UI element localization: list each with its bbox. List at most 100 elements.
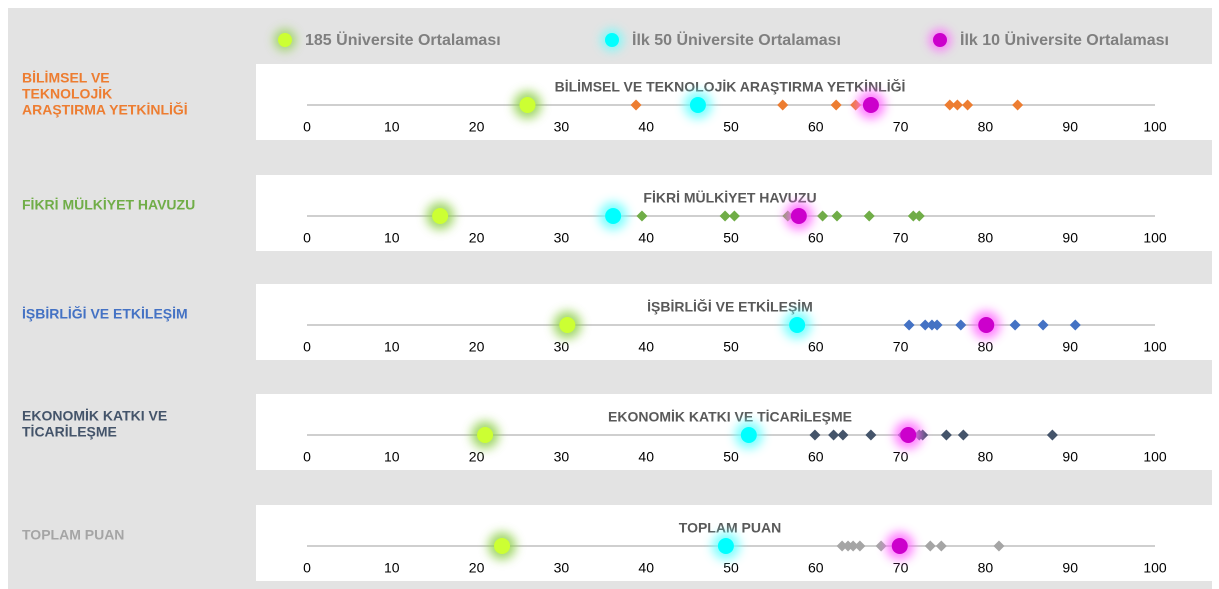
- x-tick-label: 10: [384, 560, 400, 576]
- diamond-marker: [951, 99, 963, 111]
- diamond-marker: [944, 99, 956, 111]
- x-tick-label: 70: [893, 560, 909, 576]
- x-tick-label: 50: [723, 339, 739, 355]
- x-tick-label: 80: [978, 230, 994, 246]
- x-tick-label: 0: [303, 560, 311, 576]
- diamond-marker: [919, 319, 931, 331]
- diamond-marker: [913, 210, 925, 222]
- average-marker: [477, 427, 494, 443]
- row-label: TİCARİLEŞME: [22, 424, 117, 440]
- legend-marker: [933, 33, 947, 47]
- x-tick-label: 90: [1062, 560, 1078, 576]
- panel-title: EKONOMİK KATKI VE TİCARİLEŞME: [608, 409, 852, 425]
- x-tick-label: 90: [1062, 230, 1078, 246]
- x-tick-label: 60: [808, 230, 824, 246]
- x-tick-label: 80: [978, 119, 994, 135]
- average-marker: [605, 208, 622, 224]
- x-tick-label: 70: [893, 119, 909, 135]
- diamond-marker: [809, 429, 821, 441]
- x-tick-label: 40: [638, 339, 654, 355]
- average-marker: [559, 317, 576, 333]
- diamond-marker: [837, 429, 849, 441]
- legend-label: 185 Üniversite Ortalaması: [305, 30, 501, 49]
- row-label: EKONOMİK KATKI VE: [22, 408, 167, 424]
- legend-marker: [605, 33, 619, 47]
- x-tick-label: 70: [893, 230, 909, 246]
- row-label: ARAŞTIRMA YETKİNLİĞİ: [22, 101, 188, 118]
- diamond-marker: [777, 99, 789, 111]
- diamond-marker: [1012, 99, 1024, 111]
- x-tick-label: 10: [384, 230, 400, 246]
- row-label: FİKRİ MÜLKİYET HAVUZU: [22, 197, 195, 213]
- x-tick-label: 80: [978, 339, 994, 355]
- x-tick-label: 20: [469, 119, 485, 135]
- x-tick-label: 40: [638, 449, 654, 465]
- average-marker: [432, 208, 449, 224]
- diamond-marker: [957, 429, 969, 441]
- diamond-marker: [636, 210, 648, 222]
- legend-marker: [278, 33, 292, 47]
- x-tick-label: 30: [554, 449, 570, 465]
- diamond-marker: [962, 99, 974, 111]
- x-tick-label: 20: [469, 449, 485, 465]
- x-tick-label: 0: [303, 339, 311, 355]
- panel: [256, 64, 1212, 140]
- panel-title: TOPLAM PUAN: [679, 520, 781, 536]
- row-label: TOPLAM PUAN: [22, 527, 124, 543]
- x-tick-label: 50: [723, 449, 739, 465]
- average-marker: [519, 97, 536, 113]
- diamond-marker: [828, 429, 840, 441]
- average-marker: [740, 427, 757, 443]
- diamond-marker: [993, 540, 1005, 552]
- x-tick-label: 10: [384, 119, 400, 135]
- x-tick-label: 20: [469, 230, 485, 246]
- average-marker: [862, 97, 879, 113]
- panel-title: FİKRİ MÜLKİYET HAVUZU: [643, 190, 816, 206]
- x-tick-label: 70: [893, 339, 909, 355]
- row-label: TEKNOLOJİK: [22, 86, 112, 102]
- x-tick-label: 40: [638, 230, 654, 246]
- diamond-marker: [955, 319, 967, 331]
- x-tick-label: 30: [554, 119, 570, 135]
- x-tick-label: 100: [1143, 339, 1167, 355]
- diamond-marker: [907, 210, 919, 222]
- average-marker: [494, 538, 511, 554]
- legend-label: İlk 50 Üniversite Ortalaması: [632, 30, 841, 49]
- x-tick-label: 0: [303, 119, 311, 135]
- x-tick-label: 90: [1062, 119, 1078, 135]
- x-tick-label: 50: [723, 119, 739, 135]
- x-tick-label: 10: [384, 449, 400, 465]
- row-label: BİLİMSEL VE: [22, 70, 110, 86]
- diamond-marker: [830, 99, 842, 111]
- diamond-marker: [831, 210, 843, 222]
- x-tick-label: 50: [723, 560, 739, 576]
- x-tick-label: 30: [554, 560, 570, 576]
- diamond-marker: [836, 540, 848, 552]
- x-tick-label: 60: [808, 339, 824, 355]
- x-tick-label: 90: [1062, 339, 1078, 355]
- diamond-marker: [931, 319, 943, 331]
- panel: [256, 284, 1212, 360]
- panel-title: İŞBİRLİĞİ VE ETKİLEŞİM: [647, 298, 813, 315]
- diamond-marker: [728, 210, 740, 222]
- diamond-marker: [1037, 319, 1049, 331]
- diamond-marker: [903, 319, 915, 331]
- diamond-marker: [1009, 319, 1021, 331]
- x-tick-label: 10: [384, 339, 400, 355]
- diamond-marker: [1046, 429, 1058, 441]
- x-tick-label: 40: [638, 119, 654, 135]
- diamond-marker: [847, 540, 859, 552]
- diamond-marker: [924, 540, 936, 552]
- x-tick-label: 30: [554, 230, 570, 246]
- average-marker: [900, 427, 917, 443]
- x-tick-label: 60: [808, 119, 824, 135]
- x-tick-label: 20: [469, 339, 485, 355]
- diamond-marker: [1069, 319, 1081, 331]
- diamond-marker: [817, 210, 829, 222]
- x-tick-label: 80: [978, 560, 994, 576]
- diamond-marker: [865, 429, 877, 441]
- x-tick-label: 100: [1143, 119, 1167, 135]
- x-tick-label: 50: [723, 230, 739, 246]
- diamond-marker: [940, 429, 952, 441]
